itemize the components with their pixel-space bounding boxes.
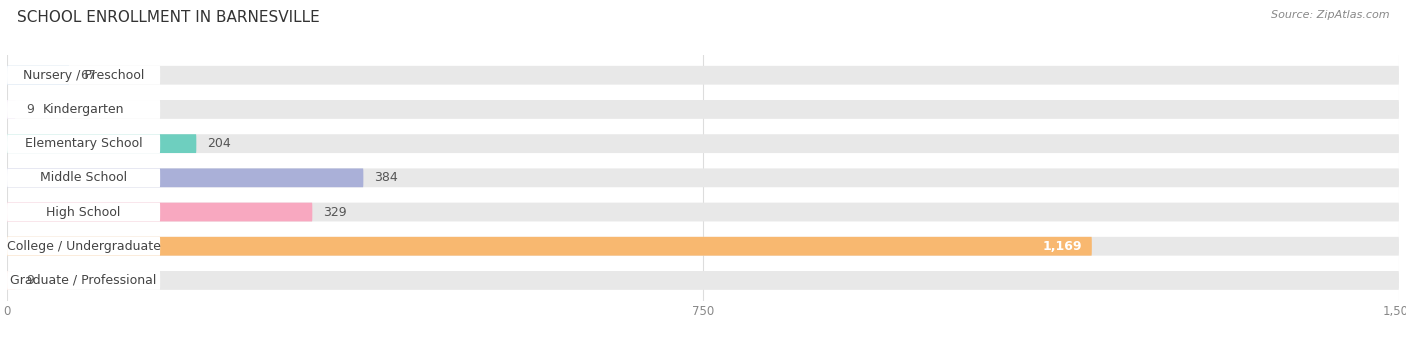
FancyBboxPatch shape (7, 134, 197, 153)
FancyBboxPatch shape (7, 134, 1399, 153)
FancyBboxPatch shape (7, 66, 69, 85)
Text: College / Undergraduate: College / Undergraduate (7, 240, 160, 253)
FancyBboxPatch shape (7, 271, 15, 290)
Text: Elementary School: Elementary School (25, 137, 142, 150)
FancyBboxPatch shape (7, 271, 160, 290)
Text: 9: 9 (27, 274, 34, 287)
FancyBboxPatch shape (7, 237, 1092, 256)
FancyBboxPatch shape (7, 169, 160, 187)
FancyBboxPatch shape (7, 100, 15, 119)
FancyBboxPatch shape (7, 202, 160, 222)
Text: Kindergarten: Kindergarten (42, 103, 124, 116)
FancyBboxPatch shape (7, 134, 160, 153)
FancyBboxPatch shape (7, 100, 160, 119)
Text: 9: 9 (27, 103, 34, 116)
Text: 384: 384 (374, 171, 398, 184)
Text: 1,169: 1,169 (1043, 240, 1083, 253)
Text: Source: ZipAtlas.com: Source: ZipAtlas.com (1271, 10, 1389, 20)
Text: Graduate / Professional: Graduate / Professional (10, 274, 157, 287)
FancyBboxPatch shape (7, 271, 1399, 290)
FancyBboxPatch shape (7, 169, 363, 187)
Text: 329: 329 (323, 206, 347, 219)
Text: Nursery / Preschool: Nursery / Preschool (22, 69, 145, 82)
FancyBboxPatch shape (7, 202, 1399, 222)
FancyBboxPatch shape (7, 100, 1399, 119)
Text: SCHOOL ENROLLMENT IN BARNESVILLE: SCHOOL ENROLLMENT IN BARNESVILLE (17, 10, 319, 25)
FancyBboxPatch shape (7, 202, 312, 222)
FancyBboxPatch shape (7, 237, 1399, 256)
Text: Middle School: Middle School (39, 171, 127, 184)
Text: 204: 204 (208, 137, 231, 150)
Text: High School: High School (46, 206, 121, 219)
FancyBboxPatch shape (7, 169, 1399, 187)
FancyBboxPatch shape (7, 66, 1399, 85)
Text: 67: 67 (80, 69, 96, 82)
FancyBboxPatch shape (7, 66, 160, 85)
FancyBboxPatch shape (7, 237, 160, 256)
